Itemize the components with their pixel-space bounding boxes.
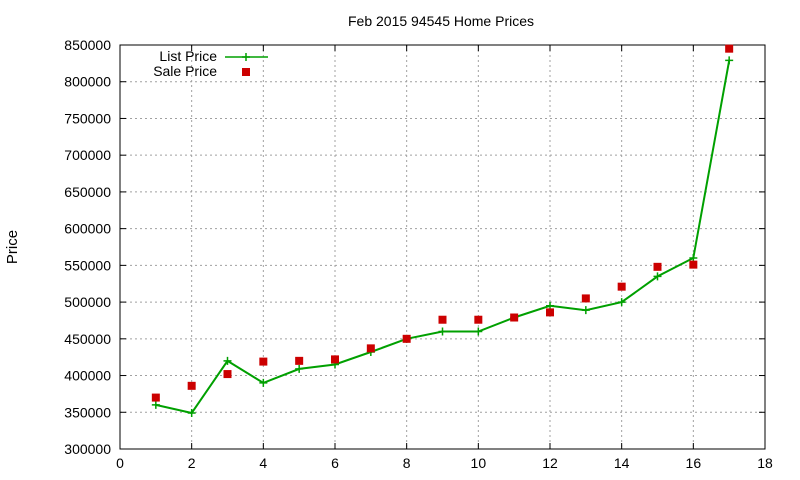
legend-marker-list-price xyxy=(242,53,250,61)
y-tick-label: 700000 xyxy=(64,147,111,163)
point-list-price xyxy=(653,272,662,281)
y-tick-label: 400000 xyxy=(64,368,111,384)
point-list-price xyxy=(438,327,447,336)
point-sale-price xyxy=(331,355,339,364)
point-list-price xyxy=(617,298,626,307)
grid xyxy=(120,45,765,449)
y-tick-label: 650000 xyxy=(64,184,111,200)
x-tick-label: 6 xyxy=(331,455,339,471)
point-sale-price xyxy=(187,381,196,390)
x-tick-label: 14 xyxy=(614,455,630,471)
y-axis-label: Price xyxy=(4,230,21,264)
point-list-price xyxy=(725,56,734,65)
y-tick-label: 350000 xyxy=(64,404,111,420)
point-sale-price xyxy=(438,315,447,324)
point-sale-price xyxy=(510,313,519,322)
y-tick-label: 450000 xyxy=(64,331,111,347)
legend-marker-sale-price xyxy=(242,68,250,76)
y-tick-label: 550000 xyxy=(64,257,111,273)
y-tick-label: 500000 xyxy=(64,294,111,310)
x-tick-label: 4 xyxy=(259,455,267,471)
x-tick-label: 16 xyxy=(686,455,702,471)
point-sale-price xyxy=(295,356,304,365)
series-line-list-price xyxy=(155,60,731,415)
x-tick-label: 2 xyxy=(188,455,196,471)
x-tick-label: 12 xyxy=(542,455,558,471)
point-sale-price xyxy=(725,44,734,53)
point-sale-price xyxy=(546,308,554,317)
y-tick-label: 800000 xyxy=(64,74,111,90)
x-tick-label: 18 xyxy=(757,455,773,471)
point-sale-price xyxy=(259,357,268,366)
x-tick-label: 8 xyxy=(403,455,411,471)
point-sale-price xyxy=(366,344,375,353)
point-sale-price xyxy=(617,282,626,291)
point-list-price xyxy=(151,400,160,409)
point-list-price xyxy=(223,356,232,365)
legend-label-list-price: List Price xyxy=(159,48,217,64)
point-list-price xyxy=(259,378,268,387)
y-tick-label: 300000 xyxy=(64,441,111,457)
x-tick-label: 10 xyxy=(471,455,487,471)
point-sale-price xyxy=(474,315,483,324)
legend-label-sale-price: Sale Price xyxy=(153,63,217,79)
legend: List Price Sale Price xyxy=(153,48,268,79)
point-list-price xyxy=(474,327,483,336)
x-tick-label: 0 xyxy=(116,455,124,471)
point-sale-price xyxy=(689,260,698,269)
point-list-price xyxy=(581,306,590,315)
y-tick-label: 600000 xyxy=(64,221,111,237)
y-tick-label: 750000 xyxy=(64,110,111,126)
point-list-price xyxy=(187,409,196,418)
point-sale-price xyxy=(581,294,590,303)
y-tick-label: 850000 xyxy=(64,37,111,53)
axis-ticks: 0 2 4 6 8 10 12 14 16 18 300000 350000 400000 450000 5… xyxy=(64,37,773,471)
plot-frame xyxy=(119,44,766,450)
point-sale-price xyxy=(402,334,411,343)
point-sale-price xyxy=(223,370,232,379)
point-sale-price xyxy=(151,393,160,402)
point-sale-price xyxy=(653,262,662,271)
chart-title: Feb 2015 94545 Home Prices xyxy=(348,13,534,29)
series-layer xyxy=(151,44,734,418)
point-list-price xyxy=(295,364,304,373)
